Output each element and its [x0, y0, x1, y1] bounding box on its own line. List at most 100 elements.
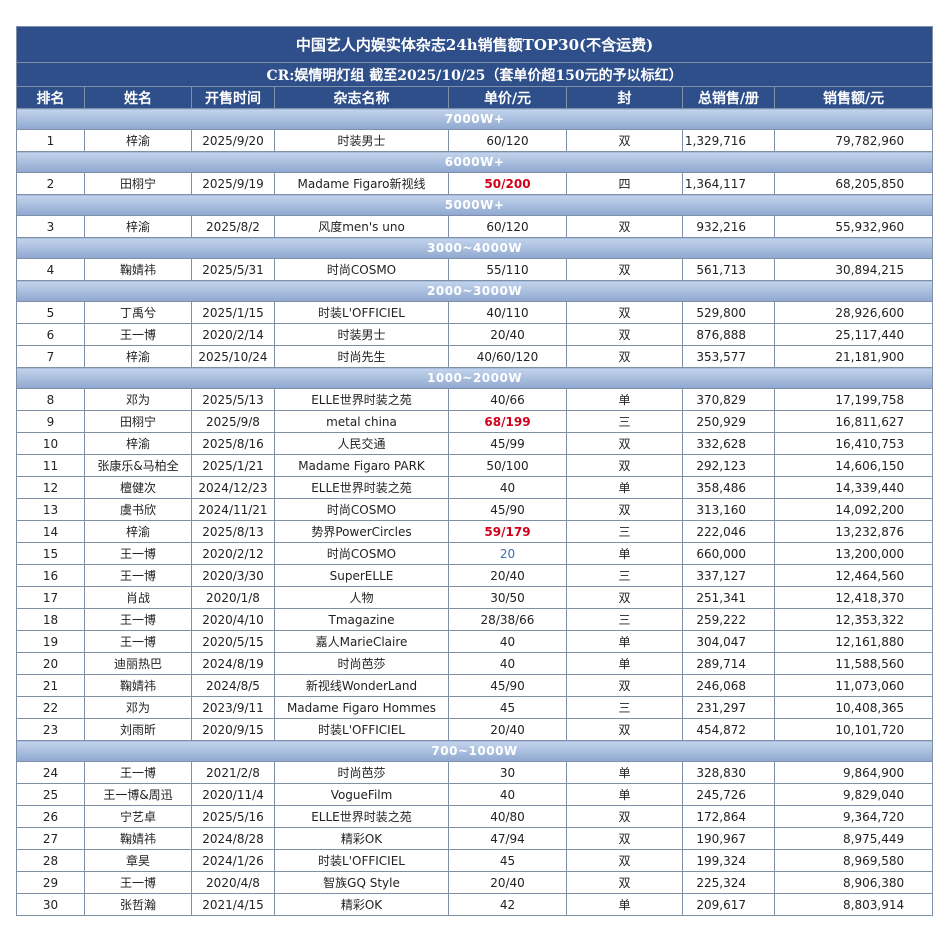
- cell-date: 2025/8/2: [191, 215, 275, 238]
- cell-copies: 454,872: [682, 718, 775, 741]
- cell-sales: 12,418,370: [773, 586, 934, 609]
- table-row: 26 宁艺卓 2025/5/16 ELLE世界时装之苑 40/80 双 172,864 9,3…: [16, 805, 934, 828]
- table-title: 中国艺人内娱实体杂志24h销售额TOP30(不含运费): [15, 26, 934, 63]
- cell-cover: 单: [566, 783, 683, 806]
- header-magazine: 杂志名称: [274, 86, 449, 109]
- cell-sales: 9,829,040: [773, 783, 934, 806]
- cell-cover: 单: [566, 630, 683, 653]
- cell-date: 2020/2/12: [191, 542, 275, 565]
- cell-sales: 68,205,850: [773, 172, 934, 195]
- cell-magazine: metal china: [274, 410, 449, 433]
- group-band: 700~1000W: [15, 740, 934, 762]
- cell-magazine: ELLE世界时装之苑: [274, 476, 449, 499]
- cell-magazine: 人物: [274, 586, 449, 609]
- table-row: 1 梓渝 2025/9/20 时装男士 60/120 双 1,329,716 79,782,9…: [16, 129, 934, 152]
- cell-name: 虞书欣: [84, 498, 192, 521]
- group-band: 6000W+: [15, 151, 934, 173]
- cell-name: 王一博: [84, 608, 192, 631]
- cell-cover: 单: [566, 388, 683, 411]
- cell-cover: 双: [566, 674, 683, 697]
- table-row: 12 檀健次 2024/12/23 ELLE世界时装之苑 40 单 358,486 14,33…: [16, 476, 934, 499]
- cell-name: 王一博: [84, 323, 192, 346]
- sales-ranking-table: 中国艺人内娱实体杂志24h销售额TOP30(不含运费) CR:娱情明灯组 截至2…: [15, 26, 934, 916]
- cell-date: 2024/8/5: [191, 674, 275, 697]
- cell-magazine: 时装L'OFFICIEL: [274, 301, 449, 324]
- cell-price: 20/40: [448, 564, 567, 587]
- cell-copies: 289,714: [682, 652, 775, 675]
- cell-magazine: Madame Figaro新视线: [274, 172, 449, 195]
- sales-ranking-sheet: 中国艺人内娱实体杂志24h销售额TOP30(不含运费) CR:娱情明灯组 截至2…: [15, 26, 934, 916]
- cell-price: 50/100: [448, 454, 567, 477]
- cell-magazine: 势界PowerCircles: [274, 520, 449, 543]
- cell-date: 2021/2/8: [191, 761, 275, 784]
- cell-rank: 11: [16, 454, 85, 477]
- cell-cover: 单: [566, 542, 683, 565]
- cell-name: 邓为: [84, 696, 192, 719]
- cell-date: 2025/10/24: [191, 345, 275, 368]
- table-row: 15 王一博 2020/2/12 时尚COSMO 20 单 660,000 13,200,00…: [16, 542, 934, 565]
- table-row: 21 鞠婧祎 2024/8/5 新视线WonderLand 45/90 双 246,068 1…: [16, 674, 934, 697]
- table-row: 18 王一博 2020/4/10 Tmagazine 28/38/66 三 259,222 1…: [16, 608, 934, 631]
- cell-sales: 14,606,150: [773, 454, 934, 477]
- cell-price: 30: [448, 761, 567, 784]
- cell-rank: 15: [16, 542, 85, 565]
- cell-price: 45/90: [448, 498, 567, 521]
- cell-copies: 328,830: [682, 761, 775, 784]
- cell-price: 45/90: [448, 674, 567, 697]
- cell-date: 2020/4/10: [191, 608, 275, 631]
- cell-price: 47/94: [448, 827, 567, 850]
- cell-copies: 561,713: [682, 258, 775, 281]
- cell-name: 张康乐&马柏全: [84, 454, 192, 477]
- cell-sales: 8,975,449: [773, 827, 934, 850]
- cell-cover: 双: [566, 586, 683, 609]
- cell-rank: 9: [16, 410, 85, 433]
- cell-cover: 三: [566, 608, 683, 631]
- cell-cover: 双: [566, 805, 683, 828]
- cell-copies: 876,888: [682, 323, 775, 346]
- table-row: 6 王一博 2020/2/14 时装男士 20/40 双 876,888 25,117,440: [16, 323, 934, 346]
- cell-sales: 8,803,914: [773, 893, 934, 916]
- cell-price: 45/99: [448, 432, 567, 455]
- table-row: 23 刘雨昕 2020/9/15 时装L'OFFICIEL 20/40 双 454,872 1…: [16, 718, 934, 741]
- cell-name: 王一博: [84, 871, 192, 894]
- cell-cover: 四: [566, 172, 683, 195]
- table-row: 8 邓为 2025/5/13 ELLE世界时装之苑 40/66 单 370,829 17,19…: [16, 388, 934, 411]
- cell-magazine: 智族GQ Style: [274, 871, 449, 894]
- cell-rank: 6: [16, 323, 85, 346]
- cell-cover: 三: [566, 696, 683, 719]
- cell-price: 20/40: [448, 718, 567, 741]
- cell-copies: 337,127: [682, 564, 775, 587]
- cell-date: 2025/5/31: [191, 258, 275, 281]
- cell-rank: 13: [16, 498, 85, 521]
- table-row: 29 王一博 2020/4/8 智族GQ Style 20/40 双 225,324 8,90…: [16, 871, 934, 894]
- cell-cover: 双: [566, 129, 683, 152]
- table-row: 22 邓为 2023/9/11 Madame Figaro Hommes 45 三 231,…: [16, 696, 934, 719]
- group-label: 700~1000W: [15, 740, 934, 762]
- cell-magazine: 时装L'OFFICIEL: [274, 718, 449, 741]
- cell-cover: 三: [566, 410, 683, 433]
- table-row: 2 田栩宁 2025/9/19 Madame Figaro新视线 50/200 四 1,36…: [16, 172, 934, 195]
- subtitle-row: CR:娱情明灯组 截至2025/10/25（套单价超150元的予以标红）: [15, 62, 934, 87]
- cell-magazine: 时装L'OFFICIEL: [274, 849, 449, 872]
- cell-sales: 16,811,627: [773, 410, 934, 433]
- cell-rank: 3: [16, 215, 85, 238]
- cell-price: 20/40: [448, 871, 567, 894]
- cell-price: 30/50: [448, 586, 567, 609]
- title-row: 中国艺人内娱实体杂志24h销售额TOP30(不含运费): [15, 26, 934, 63]
- cell-cover: 双: [566, 871, 683, 894]
- cell-sales: 9,864,900: [773, 761, 934, 784]
- cell-sales: 55,932,960: [773, 215, 934, 238]
- cell-copies: 313,160: [682, 498, 775, 521]
- cell-magazine: 时装男士: [274, 323, 449, 346]
- cell-date: 2024/8/19: [191, 652, 275, 675]
- cell-rank: 5: [16, 301, 85, 324]
- cell-date: 2020/1/8: [191, 586, 275, 609]
- table-row: 27 鞠婧祎 2024/8/28 精彩OK 47/94 双 190,967 8,975,449: [16, 827, 934, 850]
- header-date: 开售时间: [191, 86, 275, 109]
- cell-rank: 24: [16, 761, 85, 784]
- cell-rank: 22: [16, 696, 85, 719]
- cell-rank: 21: [16, 674, 85, 697]
- cell-rank: 18: [16, 608, 85, 631]
- group-label: 7000W+: [15, 108, 934, 130]
- cell-copies: 251,341: [682, 586, 775, 609]
